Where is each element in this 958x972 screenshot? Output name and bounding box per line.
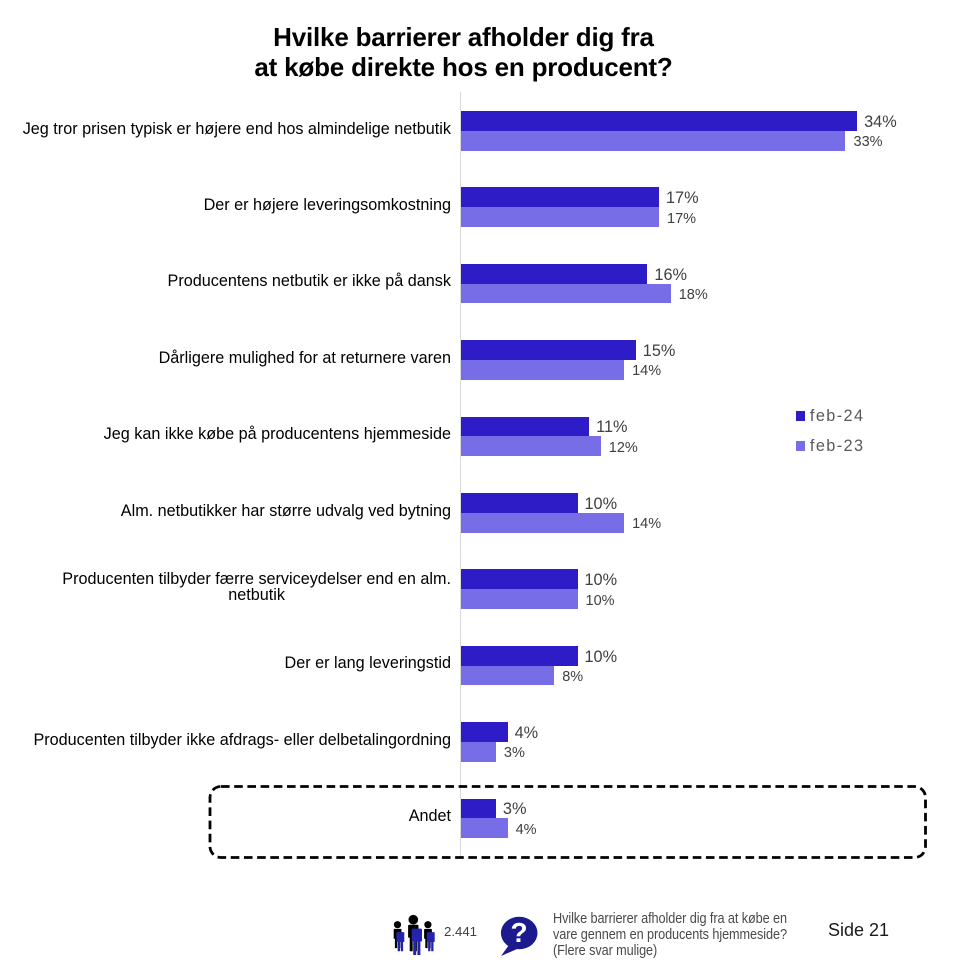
- svg-text:?: ?: [510, 917, 527, 948]
